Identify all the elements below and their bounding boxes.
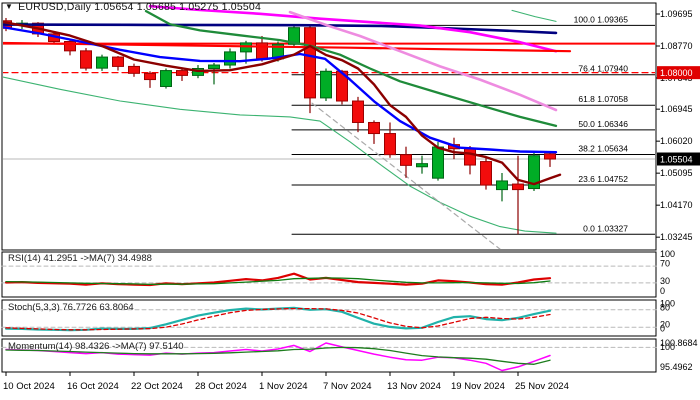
candle[interactable] [496,172,508,202]
y-axis-label: 1.03245 [660,232,693,242]
price-badge [657,152,700,166]
stoch-axis-label: 0 [660,324,665,334]
overlay-ma-green [144,9,558,128]
stoch-axis-label: 80 [660,303,670,313]
overlay-sma200-navy [3,23,558,35]
stoch-panel-label: Stoch(5,3,3) 76.7726 63.8064 [8,302,134,313]
candle[interactable] [368,120,380,144]
y-axis-label: 1.08770 [660,41,693,51]
candle[interactable] [304,25,316,114]
rsi-axis-label: 70 [660,259,670,269]
candle[interactable] [512,155,524,235]
fib-label: 76.4 1.07940 [578,64,628,74]
candle[interactable] [320,68,332,102]
rsi-axis-label: 100 [660,249,675,259]
series-rsi-ma [5,277,551,286]
rsi-axis-label: 30 [660,276,670,286]
x-axis-label: 19 Nov 2024 [451,381,505,392]
rsi-panel-label: RSI(14) 41.2951 ->MA(7) 34.4988 [8,253,152,264]
y-axis-label: 1.06945 [660,104,693,114]
candle[interactable] [384,122,396,158]
candle[interactable] [128,63,140,77]
x-axis-label: 25 Nov 2024 [515,381,569,392]
overlay-ma-maroon [3,20,562,186]
overlay-long-ma-red [3,41,572,53]
overlay-sma100-magenta [148,4,558,53]
candle[interactable] [352,96,364,133]
y-axis-label: 1.09695 [660,9,693,19]
fib-label: 38.2 1.05634 [578,144,628,154]
overlay-band-upper-thin [511,9,557,22]
candle[interactable] [336,69,348,105]
x-axis-label: 16 Oct 2024 [67,381,119,392]
overlay-band-lower-thin [3,76,557,234]
chart-title: EURUSD,Daily 1.05654 1.05685 1.05275 1.0… [18,1,262,13]
panel-frame-2 [1,299,657,337]
price-axis[interactable]: 1.096951.087701.078451.069451.060201.050… [656,9,700,242]
x-axis-label: 7 Nov 2024 [323,381,372,392]
stoch-axis-label: 20 [660,320,670,330]
price-badge-text: 1.05504 [660,155,693,165]
candle[interactable] [144,71,156,88]
candle[interactable] [64,39,76,56]
fib-label: 23.6 1.04752 [578,174,628,184]
candle[interactable] [400,146,412,178]
rsi-axis-label: 0 [660,286,665,296]
symbol-dropdown-icon[interactable]: ▼ [5,2,14,11]
candle[interactable] [160,68,172,89]
x-axis-label: 10 Oct 2024 [3,381,55,392]
candle[interactable] [208,62,220,85]
candle[interactable] [480,157,492,190]
overlay-ma-pink [288,10,558,112]
candle[interactable] [224,48,236,69]
momentum-axis-label: 100 [660,342,675,352]
series-momentum-ma [5,346,551,365]
candle[interactable] [288,25,300,48]
stoch-axis-label: 100 [660,299,675,309]
main-plot[interactable]: 100.0 1.09365 76.4 1.07940 61.8 1.07058 50.… [1,4,657,249]
overlay-ma-blue [3,25,558,154]
momentum-panel-label: Momentum(14) 98.4326 ->MA(7) 97.5140 [8,341,184,352]
y-axis-label: 1.04170 [660,200,693,210]
candle[interactable] [96,54,108,71]
x-axis-label: 13 Nov 2024 [387,381,441,392]
fib-label: 100.0 1.09365 [574,14,629,24]
panel-frame-1 [1,251,657,298]
fib-label: 0.0 1.03327 [583,223,628,233]
series-stoch-d [5,307,551,331]
fib-label: 61.8 1.07058 [578,94,628,104]
date-axis[interactable]: 10 Oct 2024 16 Oct 2024 22 Oct 2024 28 Oct … [3,372,569,392]
x-axis-label: 1 Nov 2024 [259,381,308,392]
chart-title-bar: ▼ EURUSD,Daily 1.05654 1.05685 1.05275 1.… [5,1,261,13]
candle[interactable] [80,48,92,71]
x-axis-label: 28 Oct 2024 [195,381,247,392]
y-axis-label: 1.05095 [660,168,693,178]
price-badge-text: 1.08000 [660,68,693,78]
momentum-axis-label: 95.4962 [660,362,693,372]
candle[interactable] [544,152,556,167]
candle[interactable] [112,56,124,71]
candle[interactable] [176,67,188,81]
candle[interactable] [416,155,428,174]
y-axis-label: 1.06020 [660,136,693,146]
fib-label: 50.0 1.06346 [578,119,628,129]
panel-frame-0 [1,2,657,251]
x-axis-label: 22 Oct 2024 [131,381,183,392]
momentum-axis-label: 100.8684 [660,338,698,348]
price-badge [657,66,700,80]
